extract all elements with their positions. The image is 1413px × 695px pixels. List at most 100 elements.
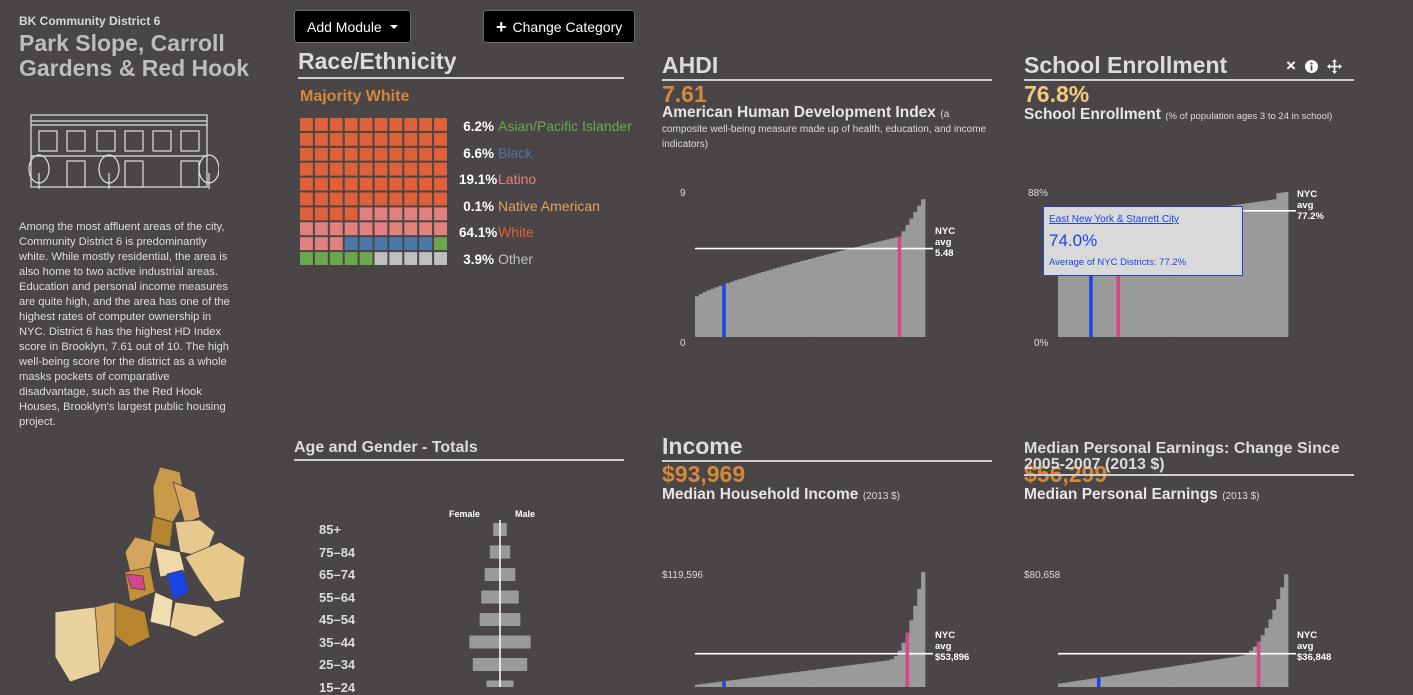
district-bar[interactable] <box>1245 203 1250 337</box>
district-bar[interactable] <box>901 642 906 687</box>
district-bar[interactable] <box>1112 675 1117 687</box>
district-bar[interactable] <box>1096 224 1102 337</box>
district-bar[interactable] <box>1280 587 1285 687</box>
district-bar[interactable] <box>831 667 836 687</box>
district-bar[interactable] <box>1276 599 1281 687</box>
district-bar[interactable] <box>1260 201 1266 337</box>
district-bar[interactable] <box>741 277 747 337</box>
compared-district-bar[interactable] <box>722 284 726 337</box>
district-bar[interactable] <box>1061 682 1067 687</box>
district-bar[interactable] <box>804 259 809 337</box>
district-bar[interactable] <box>1245 653 1250 687</box>
district-bar[interactable] <box>831 252 836 337</box>
district-bar[interactable] <box>1159 668 1164 687</box>
district-bar[interactable] <box>769 269 774 337</box>
district-bar[interactable] <box>823 254 828 337</box>
district-bar[interactable] <box>1147 217 1152 337</box>
district-bar[interactable] <box>827 667 832 687</box>
district-bar[interactable] <box>1225 657 1230 687</box>
district-bar[interactable] <box>1135 218 1141 337</box>
tooltip-district-link[interactable]: East New York & Starrett City <box>1049 214 1180 225</box>
district-bar[interactable] <box>1174 665 1180 687</box>
district-bar[interactable] <box>1284 192 1289 337</box>
district-bar[interactable] <box>741 678 747 687</box>
district-bar[interactable] <box>889 238 895 337</box>
district-bar[interactable] <box>882 240 887 337</box>
district-bar[interactable] <box>909 218 914 337</box>
district-bar[interactable] <box>835 666 840 687</box>
district-bar[interactable] <box>921 199 926 337</box>
district-bar[interactable] <box>1206 660 1211 687</box>
district-bar[interactable] <box>1139 218 1145 337</box>
district-bar[interactable] <box>769 675 774 687</box>
district-bar[interactable] <box>1190 663 1195 687</box>
district-bar[interactable] <box>1139 671 1145 687</box>
district-bar[interactable] <box>1077 680 1082 687</box>
district-bar[interactable] <box>1128 672 1133 687</box>
district-bar[interactable] <box>765 675 770 687</box>
district-bar[interactable] <box>1124 220 1129 337</box>
district-bar[interactable] <box>847 665 852 687</box>
district-bar[interactable] <box>1120 220 1125 337</box>
district-bar[interactable] <box>1182 664 1188 687</box>
district-bar[interactable] <box>815 669 821 687</box>
district-bar[interactable] <box>1159 215 1164 337</box>
district-bar[interactable] <box>749 275 754 337</box>
district-bar[interactable] <box>702 291 708 337</box>
district-bar[interactable] <box>796 671 801 687</box>
district-bar[interactable] <box>874 661 879 687</box>
district-bar[interactable] <box>733 280 739 337</box>
district-bar[interactable] <box>788 672 793 687</box>
district-bar[interactable] <box>1260 635 1266 687</box>
district-bar[interactable] <box>698 684 704 687</box>
district-bar[interactable] <box>882 660 887 687</box>
current-district-bar[interactable] <box>1116 221 1120 337</box>
district-bar[interactable] <box>1128 219 1133 337</box>
district-bar[interactable] <box>1264 627 1269 687</box>
close-icon[interactable]: × <box>1286 56 1296 75</box>
district-bar[interactable] <box>753 677 758 687</box>
ahdi-bar-chart[interactable] <box>695 192 935 337</box>
district-bar[interactable] <box>905 224 910 337</box>
district-bar[interactable] <box>917 588 922 687</box>
district-bar[interactable] <box>878 241 883 337</box>
district-bar[interactable] <box>776 267 782 337</box>
district-bar[interactable] <box>726 680 731 687</box>
district-bar[interactable] <box>1069 681 1074 687</box>
current-district-bar[interactable] <box>897 236 902 337</box>
district-bar[interactable] <box>866 662 871 687</box>
district-bar[interactable] <box>1268 200 1273 337</box>
district-bar[interactable] <box>1186 663 1191 687</box>
district-bar[interactable] <box>702 683 708 687</box>
district-bar[interactable] <box>1093 678 1098 687</box>
district-bar[interactable] <box>695 296 700 337</box>
district-bar[interactable] <box>839 666 844 687</box>
district-bar[interactable] <box>1276 193 1281 337</box>
district-bar[interactable] <box>757 676 762 687</box>
district-bar[interactable] <box>1167 666 1172 687</box>
district-bar[interactable] <box>1132 672 1137 687</box>
compared-district-bar[interactable] <box>1089 225 1093 337</box>
district-bar[interactable] <box>1221 658 1227 687</box>
district-bar[interactable] <box>854 664 860 687</box>
district-bar[interactable] <box>710 288 715 337</box>
district-bar[interactable] <box>819 255 825 337</box>
district-bar[interactable] <box>772 674 778 687</box>
district-bar[interactable] <box>1120 674 1125 687</box>
district-bar[interactable] <box>874 242 879 337</box>
district-bar[interactable] <box>913 212 918 337</box>
district-bar[interactable] <box>1249 650 1254 687</box>
district-bar[interactable] <box>745 678 750 687</box>
district-bar[interactable] <box>1151 216 1156 338</box>
district-bar[interactable] <box>1210 660 1215 687</box>
district-bar[interactable] <box>788 264 793 337</box>
district-bar[interactable] <box>1264 200 1269 337</box>
district-bar[interactable] <box>1081 226 1086 337</box>
district-bar[interactable] <box>1143 217 1149 337</box>
district-bar[interactable] <box>886 660 891 687</box>
district-bar[interactable] <box>1112 222 1117 337</box>
district-bar[interactable] <box>808 258 813 337</box>
district-bar[interactable] <box>858 245 864 337</box>
district-bar[interactable] <box>819 668 825 687</box>
district-bar[interactable] <box>765 270 770 337</box>
